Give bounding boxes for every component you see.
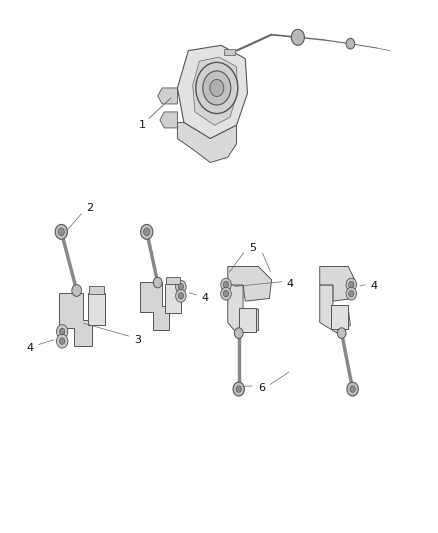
- Ellipse shape: [72, 285, 81, 296]
- Text: 4: 4: [370, 281, 377, 291]
- Bar: [88, 287, 104, 294]
- Text: 4: 4: [201, 294, 208, 303]
- Ellipse shape: [58, 228, 64, 236]
- Polygon shape: [228, 266, 272, 301]
- Text: 4: 4: [26, 343, 33, 352]
- Ellipse shape: [178, 284, 184, 290]
- Ellipse shape: [291, 29, 304, 45]
- Ellipse shape: [178, 293, 184, 299]
- Text: 4: 4: [286, 279, 293, 288]
- Polygon shape: [160, 112, 177, 128]
- Polygon shape: [140, 282, 169, 330]
- Ellipse shape: [223, 281, 229, 288]
- Ellipse shape: [221, 278, 231, 291]
- Ellipse shape: [223, 290, 229, 297]
- Text: 1: 1: [139, 120, 146, 130]
- Ellipse shape: [233, 382, 244, 396]
- Ellipse shape: [234, 328, 243, 338]
- Ellipse shape: [176, 289, 186, 302]
- Bar: [88, 293, 105, 325]
- Text: 3: 3: [134, 335, 141, 345]
- Text: 2: 2: [86, 203, 93, 213]
- Ellipse shape: [346, 287, 357, 300]
- Ellipse shape: [153, 277, 162, 288]
- Bar: [166, 277, 180, 284]
- Bar: [331, 305, 348, 329]
- Bar: [239, 308, 256, 332]
- Bar: [225, 49, 236, 55]
- Ellipse shape: [141, 224, 153, 239]
- Ellipse shape: [60, 328, 65, 335]
- Ellipse shape: [337, 328, 346, 338]
- Polygon shape: [59, 293, 92, 346]
- Polygon shape: [320, 266, 355, 301]
- Ellipse shape: [57, 325, 68, 338]
- Ellipse shape: [144, 228, 150, 236]
- Ellipse shape: [57, 334, 68, 348]
- Ellipse shape: [350, 386, 355, 392]
- Ellipse shape: [236, 386, 241, 392]
- Polygon shape: [177, 45, 247, 139]
- Polygon shape: [228, 285, 258, 333]
- Ellipse shape: [346, 278, 357, 291]
- Ellipse shape: [196, 62, 238, 114]
- Ellipse shape: [221, 287, 231, 300]
- Text: 6: 6: [258, 383, 265, 393]
- Ellipse shape: [346, 38, 355, 49]
- Ellipse shape: [349, 290, 354, 297]
- Ellipse shape: [203, 71, 231, 105]
- Text: 5: 5: [250, 244, 257, 253]
- Polygon shape: [177, 123, 237, 163]
- Ellipse shape: [210, 79, 224, 96]
- Ellipse shape: [55, 224, 67, 239]
- Ellipse shape: [176, 280, 186, 293]
- Ellipse shape: [349, 281, 354, 288]
- Ellipse shape: [347, 382, 358, 396]
- Bar: [165, 284, 181, 313]
- Ellipse shape: [60, 338, 65, 344]
- Polygon shape: [320, 285, 350, 333]
- Polygon shape: [158, 88, 177, 104]
- Polygon shape: [193, 57, 237, 125]
